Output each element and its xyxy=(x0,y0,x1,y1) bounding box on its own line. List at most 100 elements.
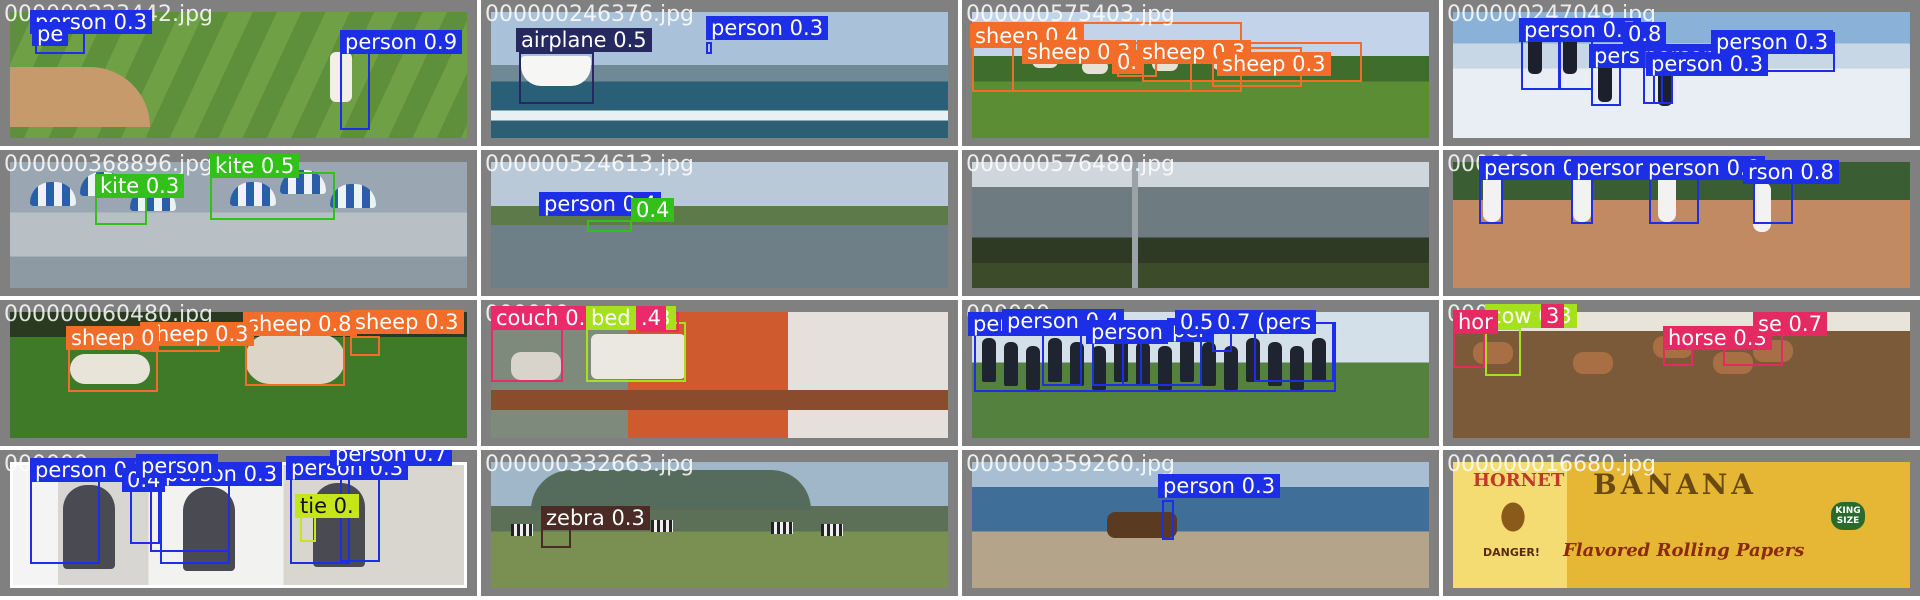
detection-label: person 0.3 xyxy=(1711,30,1834,54)
horse-figure xyxy=(1573,352,1613,374)
detection-label: person 0.9 xyxy=(340,30,463,54)
player-figure xyxy=(1573,172,1591,222)
detection-label: couch 0.4 xyxy=(491,306,604,330)
detection-label: person xyxy=(1086,320,1168,344)
image-tile[interactable]: 000000246376.jpg airplane 0.5 person 0.3 xyxy=(481,0,958,146)
person-figure xyxy=(1202,342,1216,386)
image-filename: 000000359260.jpg xyxy=(966,452,1175,477)
detection-box xyxy=(1485,328,1521,376)
image-tile[interactable]: 000000524613.jpg person 0.4 0.4 xyxy=(481,150,958,296)
ad-danger: DANGER! xyxy=(1483,546,1540,559)
image-filename: 000000576480.jpg xyxy=(966,152,1175,177)
person-figure xyxy=(1026,346,1040,390)
player-figure xyxy=(1483,172,1501,222)
detection-box xyxy=(519,52,594,104)
zebra-figure xyxy=(771,522,793,534)
detection-box xyxy=(350,336,380,356)
detection-label: hor xyxy=(1453,310,1498,334)
detection-label: 0.7 xyxy=(1212,310,1256,334)
zebra-figure xyxy=(651,520,673,532)
detection-label: person 0.7 xyxy=(330,450,453,466)
detection-label: 0. xyxy=(1112,50,1143,74)
detection-label: tie 0. xyxy=(295,494,359,518)
image-tile[interactable]: 000000332663.jpg zebra 0.3 xyxy=(481,450,958,596)
detection-box xyxy=(245,330,345,386)
image-tile[interactable]: 000000247049.jpg person 0.5 0.8 person perso… xyxy=(1443,0,1920,146)
detection-label: sheep 0.8 xyxy=(243,312,357,336)
player-figure xyxy=(1753,182,1771,232)
image-tile[interactable]: 000000060480.jpg sheep 0.8 sheep 0.3 sheep … xyxy=(0,300,477,446)
person-figure xyxy=(1246,338,1260,382)
detection-label: 0.4 xyxy=(631,198,675,222)
infield-dirt xyxy=(10,67,150,127)
umbrella-figure xyxy=(230,182,276,206)
umbrella-figure xyxy=(330,184,376,208)
image-filename: 000000332663.jpg xyxy=(485,452,694,477)
person-figure xyxy=(183,487,235,571)
photo xyxy=(972,162,1429,288)
person-figure xyxy=(1136,342,1150,386)
detection-label: 0.8 xyxy=(1623,22,1667,46)
couch-figure xyxy=(591,334,686,379)
sheep-figure xyxy=(70,354,150,384)
image-tile[interactable]: HORNET DANGER! BANANA Flavored Rolling Pape… xyxy=(1443,450,1920,596)
detection-label: sheep 0.3 xyxy=(1217,52,1331,76)
ad-title: BANANA xyxy=(1593,468,1758,501)
image-filename: 000000368896.jpg xyxy=(4,152,213,177)
image-tile[interactable]: 000000359260.jpg person 0.3 xyxy=(962,450,1439,596)
person-figure xyxy=(1114,338,1128,382)
ad-subtitle: Flavored Rolling Papers xyxy=(1563,540,1805,561)
person-figure xyxy=(1268,342,1282,386)
person-figure xyxy=(982,338,996,382)
detection-label: .4 xyxy=(636,306,667,330)
image-tile[interactable]: 000000368896.jpg kite 0.5 kite 0.3 xyxy=(0,150,477,296)
detection-label: horse 0.3 xyxy=(1663,326,1772,350)
zebra-figure xyxy=(821,524,843,536)
person-figure xyxy=(1004,342,1018,386)
detection-box xyxy=(706,42,712,54)
detection-label: person 0.3 xyxy=(706,16,829,40)
image-filename: 000000524613.jpg xyxy=(485,152,694,177)
person-figure xyxy=(1048,338,1062,382)
detection-label: pe xyxy=(32,22,69,46)
detection-box xyxy=(30,474,100,564)
hornet-logo-icon xyxy=(1493,492,1533,542)
photo: HORNET DANGER! BANANA Flavored Rolling Pape… xyxy=(1453,462,1910,588)
person-figure xyxy=(1528,34,1542,74)
detection-box xyxy=(210,172,335,220)
image-tile[interactable]: 000000575403.jpg sheep 0.4 sheep 0.3 sheep … xyxy=(962,0,1439,146)
detection-label: person 0.3 xyxy=(1646,52,1769,76)
detection-box xyxy=(541,528,571,548)
umbrella-figure xyxy=(30,182,76,206)
detection-label: sheep 0 xyxy=(66,326,160,350)
detection-label: se 0.7 xyxy=(1753,312,1827,336)
person-figure xyxy=(1312,338,1326,382)
person-figure xyxy=(1180,338,1194,382)
detection-label: person xyxy=(136,454,218,478)
person-figure xyxy=(1224,346,1238,390)
ad-badge: KING SIZE xyxy=(1831,502,1865,530)
photo xyxy=(491,162,948,288)
image-filename: 000000016680.jpg xyxy=(1447,452,1656,477)
horse-cart-figure xyxy=(1107,512,1177,538)
person-figure xyxy=(1290,346,1304,390)
ad-brand: HORNET xyxy=(1473,470,1565,491)
detection-label: zebra 0.3 xyxy=(541,506,650,530)
detection-label: 3 xyxy=(1541,304,1565,328)
detection-box xyxy=(587,220,632,232)
detection-label: 0.5 xyxy=(1175,310,1219,334)
detection-label: kite 0.5 xyxy=(210,154,300,178)
image-filename: 000000246376.jpg xyxy=(485,2,694,27)
detection-box xyxy=(340,50,370,130)
detection-label: rson 0.8 xyxy=(1743,160,1839,184)
person-figure xyxy=(1158,346,1172,390)
image-tile[interactable]: 000000576480.jpg xyxy=(962,150,1439,296)
boat-shape xyxy=(521,56,591,86)
